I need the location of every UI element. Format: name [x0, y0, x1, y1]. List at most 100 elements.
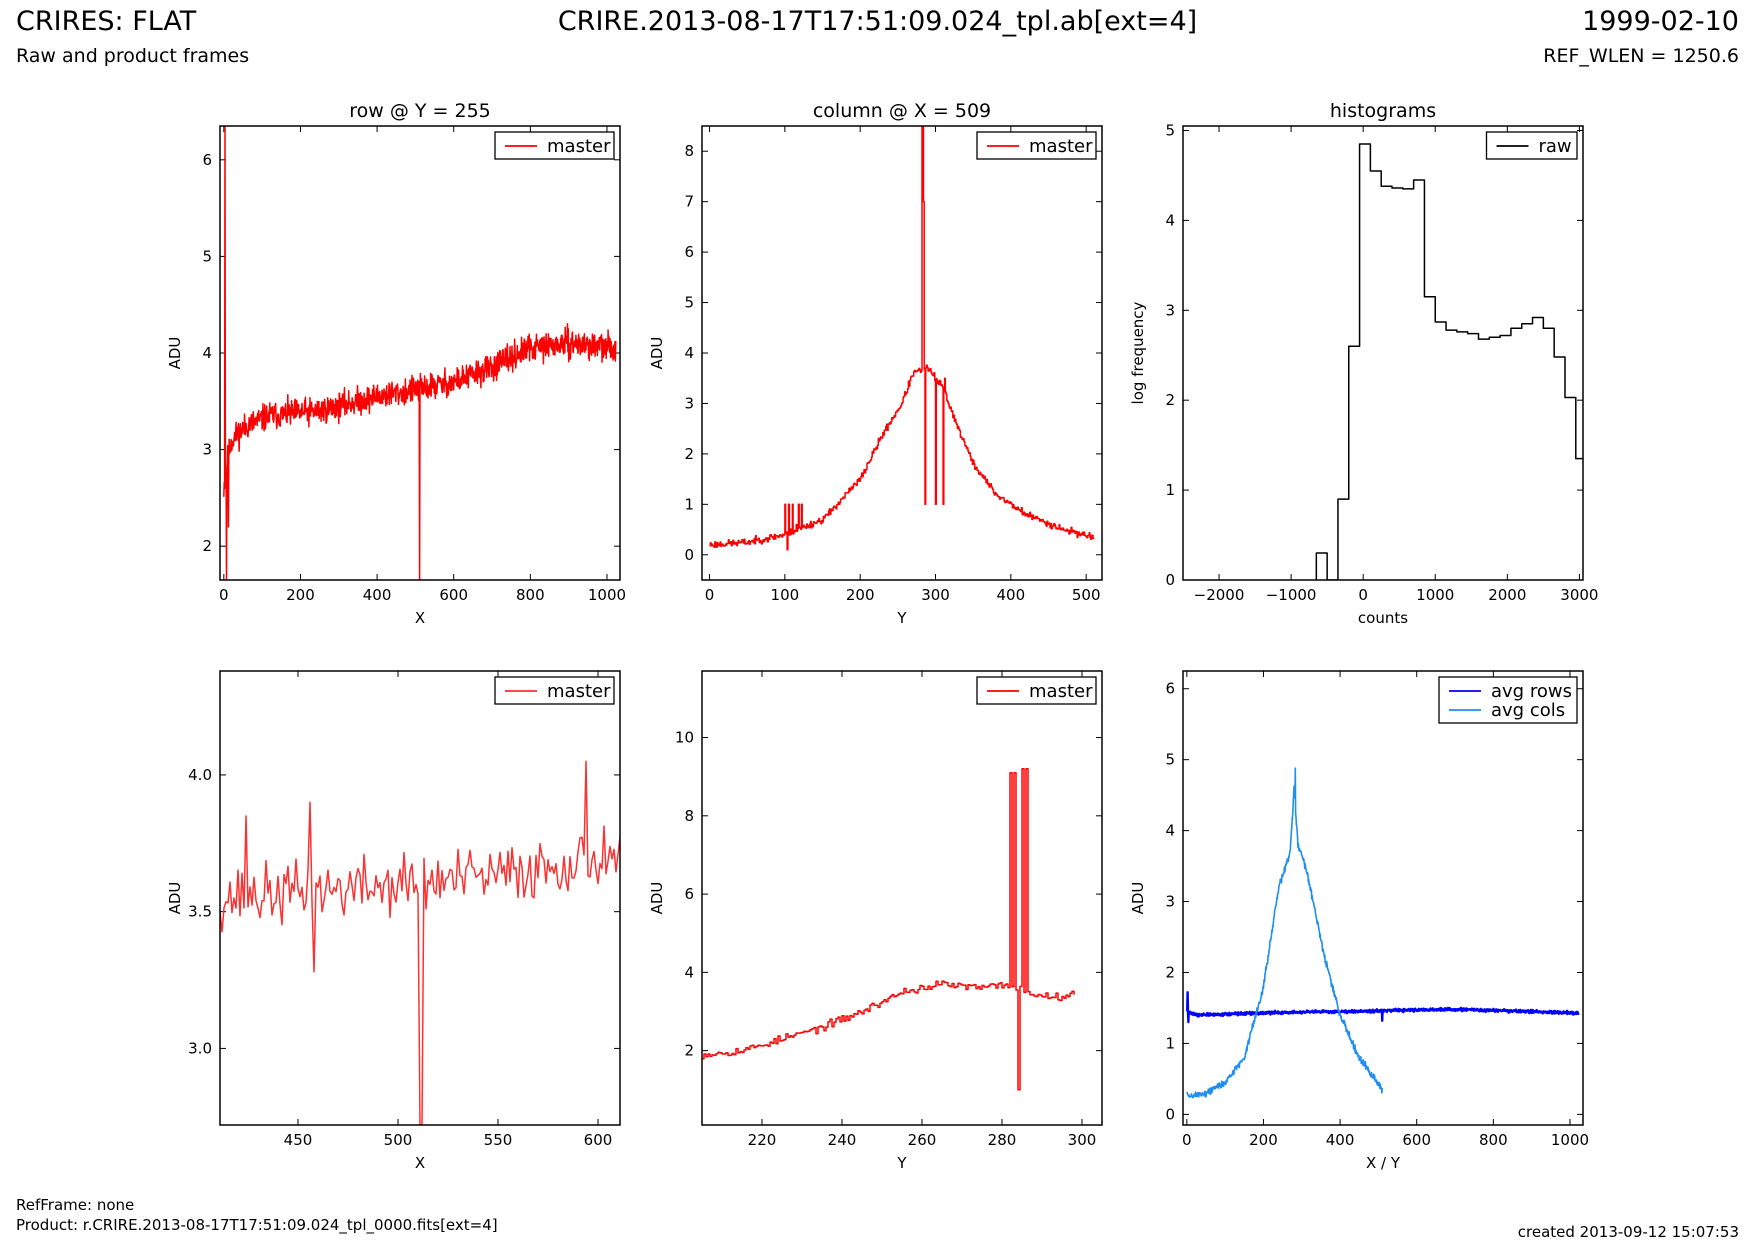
x-axis-label: X	[415, 1154, 425, 1172]
y-tick-label: 5	[202, 247, 212, 265]
ref-wlen: REF_WLEN = 1250.6	[1543, 45, 1739, 67]
series-line-master	[220, 760, 620, 1125]
y-tick-label: 2	[684, 1042, 694, 1060]
y-tick-label: 4	[684, 963, 694, 981]
y-tick-label: 3.0	[188, 1039, 212, 1057]
x-tick-label: 260	[908, 1131, 937, 1149]
legend-label: avg cols	[1491, 700, 1565, 721]
y-axis-label: log frequency	[1129, 301, 1147, 404]
y-tick-label: 2	[1165, 391, 1175, 409]
plot-area	[702, 768, 1075, 1091]
x-tick-label: 240	[828, 1131, 857, 1149]
y-axis-label: ADU	[648, 337, 666, 370]
y-tick-label: 4	[1165, 211, 1175, 229]
legend-label: master	[1029, 136, 1093, 157]
x-tick-label: 2000	[1488, 586, 1526, 604]
y-tick-label: 6	[684, 885, 694, 903]
y-tick-label: 4	[684, 344, 694, 362]
x-tick-label: 600	[584, 1131, 613, 1149]
x-tick-label: 300	[1068, 1131, 1097, 1149]
y-tick-label: 10	[675, 729, 694, 747]
legend-label: master	[547, 681, 611, 702]
chart-panel-3: histograms counts log frequency −2000 −1000 0…	[1129, 100, 1598, 627]
x-tick-label: −1000	[1266, 586, 1317, 604]
y-axis-label: ADU	[1129, 882, 1147, 915]
axes-frame	[701, 670, 1103, 1126]
chart-panel-5: Y ADU 220 240 260 280 300 2 4 6 8 10 master	[648, 670, 1103, 1172]
chart-title: column @ X = 509	[813, 100, 991, 122]
x-tick-label: 1000	[1551, 1131, 1589, 1149]
x-tick-label: −2000	[1194, 586, 1245, 604]
series-line-master	[709, 126, 1095, 551]
series-line-avg-rows	[1186, 991, 1580, 1024]
y-tick-label: 4.0	[188, 766, 212, 784]
x-tick-label: 400	[997, 586, 1026, 604]
axes-frame	[1182, 125, 1584, 581]
legend: master	[494, 131, 615, 160]
file-title: CRIRE.2013-08-17T17:51:09.024_tpl.ab[ext…	[557, 6, 1198, 37]
y-tick-label: 5	[1165, 751, 1175, 769]
series-line-avg-cols	[1186, 767, 1383, 1099]
y-tick-label: 3	[1165, 301, 1175, 319]
y-tick-label: 1	[1165, 481, 1175, 499]
axes-frame	[219, 670, 621, 1126]
x-axis-label: Y	[896, 1154, 907, 1172]
series-line-raw	[1315, 143, 1583, 580]
y-axis-label: ADU	[166, 337, 184, 370]
y-tick-label: 1	[684, 495, 694, 513]
x-tick-label: 0	[1182, 1131, 1192, 1149]
series-line-master	[223, 126, 617, 580]
plot-area	[223, 126, 617, 580]
x-axis-label: counts	[1358, 609, 1408, 627]
x-tick-label: 220	[748, 1131, 777, 1149]
legend-label: master	[547, 136, 611, 157]
y-tick-label: 6	[1165, 680, 1175, 698]
created-timestamp: created 2013-09-12 15:07:53	[1517, 1223, 1739, 1241]
x-tick-label: 1000	[588, 586, 626, 604]
legend: master	[494, 676, 615, 705]
x-tick-label: 200	[286, 586, 315, 604]
x-tick-label: 0	[1358, 586, 1368, 604]
y-axis-label: ADU	[648, 882, 666, 915]
x-tick-label: 550	[484, 1131, 513, 1149]
x-tick-label: 3000	[1560, 586, 1598, 604]
legend-box	[1438, 676, 1578, 724]
x-tick-label: 300	[921, 586, 950, 604]
chart-title: row @ Y = 255	[349, 100, 491, 122]
x-tick-label: 200	[1249, 1131, 1278, 1149]
chart-panel-6: X / Y ADU 0 200 400 600 800 1000 0 1 2 3 4 5 6 avg rows…	[1129, 670, 1589, 1172]
y-tick-label: 5	[1165, 121, 1175, 139]
x-tick-label: 800	[516, 586, 545, 604]
y-tick-label: 6	[202, 151, 212, 169]
x-tick-label: 0	[219, 586, 229, 604]
y-tick-label: 0	[1165, 571, 1175, 589]
x-tick-label: 400	[1326, 1131, 1355, 1149]
y-tick-label: 3.5	[188, 903, 212, 921]
y-tick-label: 4	[1165, 822, 1175, 840]
y-tick-label: 2	[1165, 963, 1175, 981]
x-tick-label: 600	[1402, 1131, 1431, 1149]
series-line-master	[702, 768, 1075, 1091]
legend: master	[976, 131, 1097, 160]
y-tick-label: 7	[684, 193, 694, 211]
axes-frame	[1182, 670, 1584, 1126]
y-tick-label: 3	[684, 394, 694, 412]
legend: master	[976, 676, 1097, 705]
y-tick-label: 8	[684, 142, 694, 160]
x-tick-label: 400	[363, 586, 392, 604]
x-tick-label: 1000	[1416, 586, 1454, 604]
x-tick-label: 0	[705, 586, 715, 604]
y-tick-label: 8	[684, 807, 694, 825]
y-tick-label: 2	[684, 445, 694, 463]
legend: raw	[1485, 131, 1578, 160]
x-tick-label: 450	[284, 1131, 313, 1149]
legend-label: avg rows	[1491, 681, 1572, 702]
y-tick-label: 3	[1165, 893, 1175, 911]
x-tick-label: 280	[988, 1131, 1017, 1149]
plot-area	[220, 760, 620, 1125]
y-tick-label: 2	[202, 537, 212, 555]
y-tick-label: 1	[1165, 1034, 1175, 1052]
y-tick-label: 0	[1165, 1105, 1175, 1123]
